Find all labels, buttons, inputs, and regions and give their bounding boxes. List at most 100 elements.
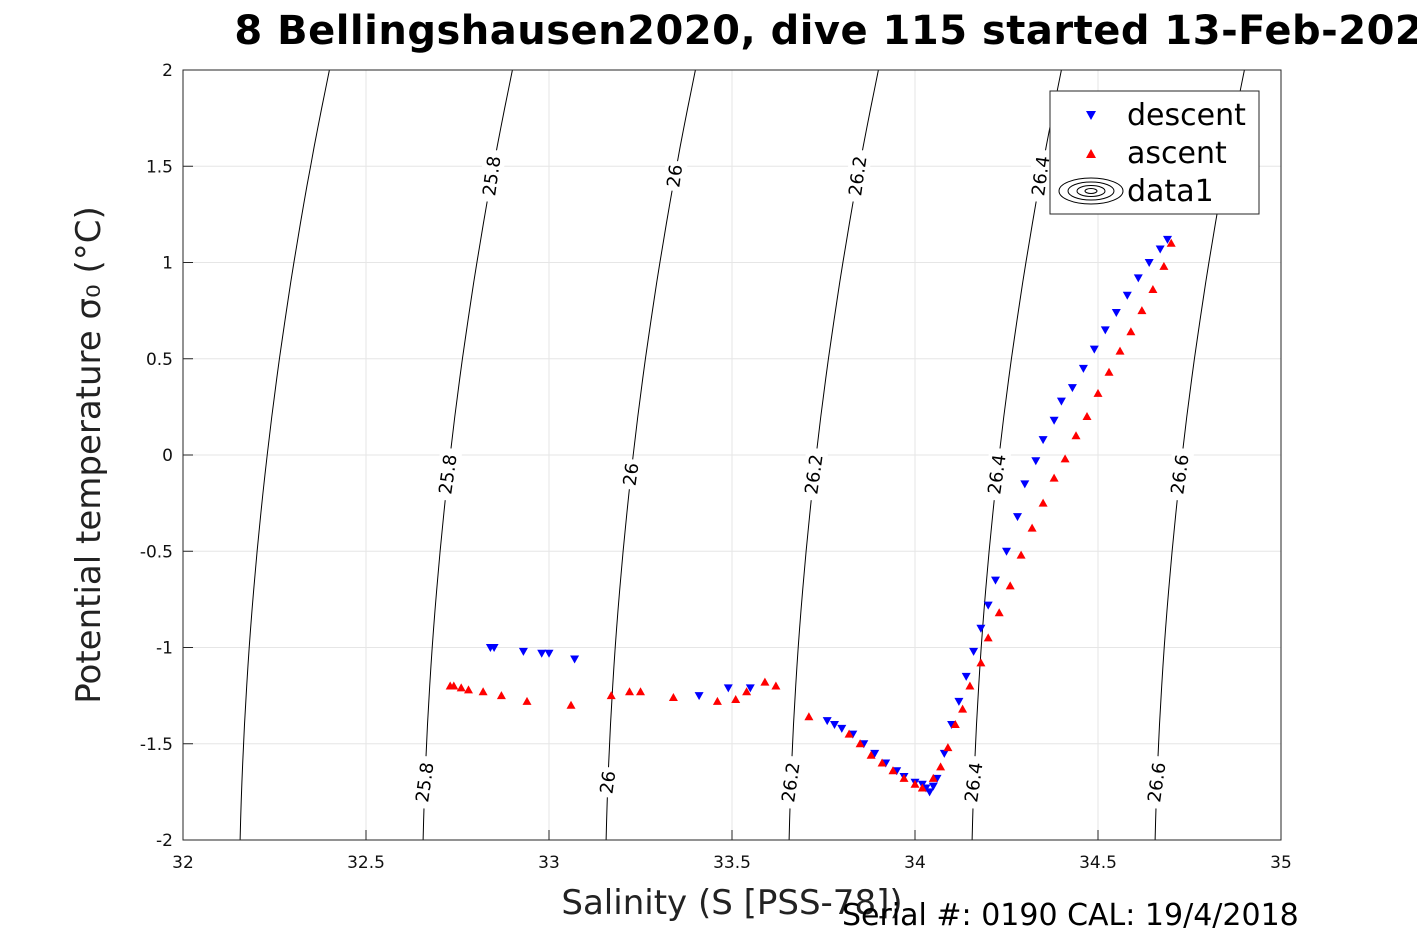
svg-text:26: 26 xyxy=(663,163,687,189)
descent-point xyxy=(1049,416,1059,425)
ascent-point xyxy=(950,720,960,728)
isopycnal-line xyxy=(239,70,330,840)
ascent-point xyxy=(606,691,616,700)
ascent-point xyxy=(877,758,887,767)
ascent-point xyxy=(1082,412,1092,420)
contour-label: 26.2 xyxy=(776,755,806,810)
descent-point xyxy=(518,647,528,656)
ascent-point xyxy=(760,677,770,686)
descent-point xyxy=(1133,274,1143,283)
x-tick-label: 33 xyxy=(538,853,560,873)
isopycnal-line xyxy=(605,70,696,840)
ascent-point xyxy=(1005,581,1015,590)
x-axis-ticks: 32 32.5 33 33.5 34 34.5 35 xyxy=(172,830,1292,873)
ascent-point xyxy=(958,704,968,713)
descent-point xyxy=(976,624,986,633)
y-tick-label: 1.5 xyxy=(146,157,173,177)
descent-point xyxy=(1122,291,1132,300)
descent-point xyxy=(870,749,880,758)
descent-point xyxy=(1111,309,1121,317)
legend-data1-label: data1 xyxy=(1127,174,1214,209)
legend-descent-label: descent xyxy=(1127,98,1246,133)
descent-point xyxy=(1056,397,1066,406)
descent-point xyxy=(837,724,847,733)
serial-cal-footer: Serial #: 0190 CAL: 19/4/2018 xyxy=(842,898,1299,933)
descent-point xyxy=(939,749,949,758)
ascent-point xyxy=(855,739,865,748)
descent-point xyxy=(1078,364,1088,373)
descent-point xyxy=(961,672,971,681)
ascent-point xyxy=(1126,327,1136,336)
ascent-point xyxy=(1016,550,1026,559)
ascent-point xyxy=(1159,261,1169,270)
y-tick-label: 0.5 xyxy=(146,350,173,370)
ascent-point xyxy=(1038,498,1048,507)
descent-point xyxy=(723,684,733,693)
descent-point xyxy=(983,601,993,610)
y-tick-label: -0.5 xyxy=(140,542,173,562)
ascent-point xyxy=(943,743,953,752)
chart-title: 8 Bellingshausen2020, dive 115 started 1… xyxy=(234,8,1417,54)
ascent-point xyxy=(771,681,781,690)
svg-text:26: 26 xyxy=(620,462,644,488)
ascent-point xyxy=(625,687,634,696)
descent-point xyxy=(537,649,547,658)
ascent-point xyxy=(928,773,938,782)
descent-point xyxy=(822,717,832,726)
ascent-point xyxy=(936,762,946,771)
y-tick-label: 1 xyxy=(162,254,173,274)
ascent-point xyxy=(917,783,927,792)
ascent-point xyxy=(1071,431,1081,440)
y-tick-label: 0 xyxy=(162,446,173,466)
descent-point xyxy=(1002,547,1011,556)
ascent-point xyxy=(1115,346,1125,355)
contour-label: 26.4 xyxy=(959,755,989,810)
ascent-point xyxy=(910,779,920,788)
ascent-point xyxy=(1137,306,1147,315)
ascent-point xyxy=(866,750,876,759)
data-points xyxy=(445,235,1176,797)
ascent-point xyxy=(804,712,814,721)
descent-point xyxy=(928,782,938,791)
ascent-point xyxy=(888,766,898,775)
ascent-point xyxy=(566,700,576,709)
contour-label: 26.6 xyxy=(1142,755,1172,810)
y-tick-label: -1 xyxy=(156,639,173,659)
x-tick-label: 34.5 xyxy=(1079,853,1117,873)
x-tick-label: 35 xyxy=(1270,853,1292,873)
ascent-point xyxy=(636,687,645,696)
series-descent xyxy=(485,235,1172,797)
ascent-point xyxy=(1104,367,1114,376)
ascent-point xyxy=(742,687,752,696)
descent-point xyxy=(1038,436,1048,445)
x-tick-label: 32.5 xyxy=(347,853,385,873)
descent-point xyxy=(1013,513,1022,522)
legend-box xyxy=(1049,90,1260,215)
ascent-point xyxy=(712,696,722,705)
descent-point xyxy=(570,655,580,664)
ascent-point xyxy=(522,696,532,705)
x-tick-label: 33.5 xyxy=(713,853,751,873)
y-tick-label: -2 xyxy=(156,831,173,851)
descent-point xyxy=(954,697,964,706)
x-tick-label: 32 xyxy=(172,853,194,873)
ascent-point xyxy=(1093,388,1103,397)
y-tick-label: 2 xyxy=(162,61,173,81)
ascent-point xyxy=(449,681,459,690)
ascent-point xyxy=(731,695,741,703)
svg-text:26: 26 xyxy=(596,770,620,796)
ascent-point xyxy=(464,685,473,694)
ascent-point xyxy=(668,693,678,701)
legend-descent-marker xyxy=(1086,111,1096,120)
descent-point xyxy=(1155,245,1165,254)
y-tick-label: -1.5 xyxy=(140,735,173,755)
descent-point xyxy=(1067,384,1077,393)
contour-label: 26.4 xyxy=(982,447,1012,502)
descent-point xyxy=(830,721,839,729)
ascent-point xyxy=(976,658,986,667)
isopycnal-line xyxy=(1338,70,1417,840)
descent-point xyxy=(969,647,979,656)
x-axis-label: Salinity (S [PSS-78]) xyxy=(561,883,902,923)
ascent-point xyxy=(496,691,506,700)
